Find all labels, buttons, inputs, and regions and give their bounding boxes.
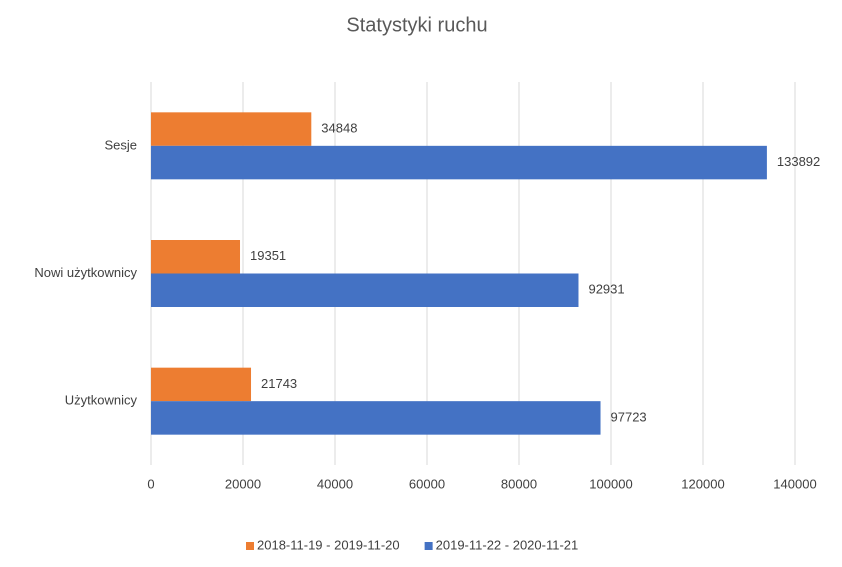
y-tick-label: Sesje <box>104 137 137 152</box>
data-label: 97723 <box>611 409 647 424</box>
bar <box>151 273 579 307</box>
y-tick-label: Nowi użytkownicy <box>34 265 137 280</box>
x-tick-label: 120000 <box>681 476 724 491</box>
x-tick-label: 80000 <box>501 476 537 491</box>
data-label: 21743 <box>261 376 297 391</box>
x-tick-label: 40000 <box>317 476 353 491</box>
legend-label: 2018-11-19 - 2019-11-20 <box>257 537 400 552</box>
bar <box>151 112 312 146</box>
x-tick-label: 100000 <box>589 476 632 491</box>
data-label: 92931 <box>588 282 624 297</box>
legend-swatch <box>246 542 254 550</box>
legend-swatch <box>424 542 433 550</box>
x-tick-label: 20000 <box>225 476 261 491</box>
bar <box>151 401 601 435</box>
x-tick-label: 0 <box>147 476 154 491</box>
bar <box>151 240 241 274</box>
data-label: 19351 <box>250 248 286 263</box>
data-label: 133892 <box>777 154 820 169</box>
x-tick-label: 60000 <box>409 476 445 491</box>
bar <box>151 367 252 402</box>
y-tick-label: Użytkownicy <box>65 393 138 408</box>
bar <box>151 145 767 180</box>
x-tick-label: 140000 <box>773 476 816 491</box>
data-label: 34848 <box>321 121 357 136</box>
chart-title: Statystyki ruchu <box>346 14 487 36</box>
legend-label: 2019-11-22 - 2020-11-21 <box>436 537 579 552</box>
